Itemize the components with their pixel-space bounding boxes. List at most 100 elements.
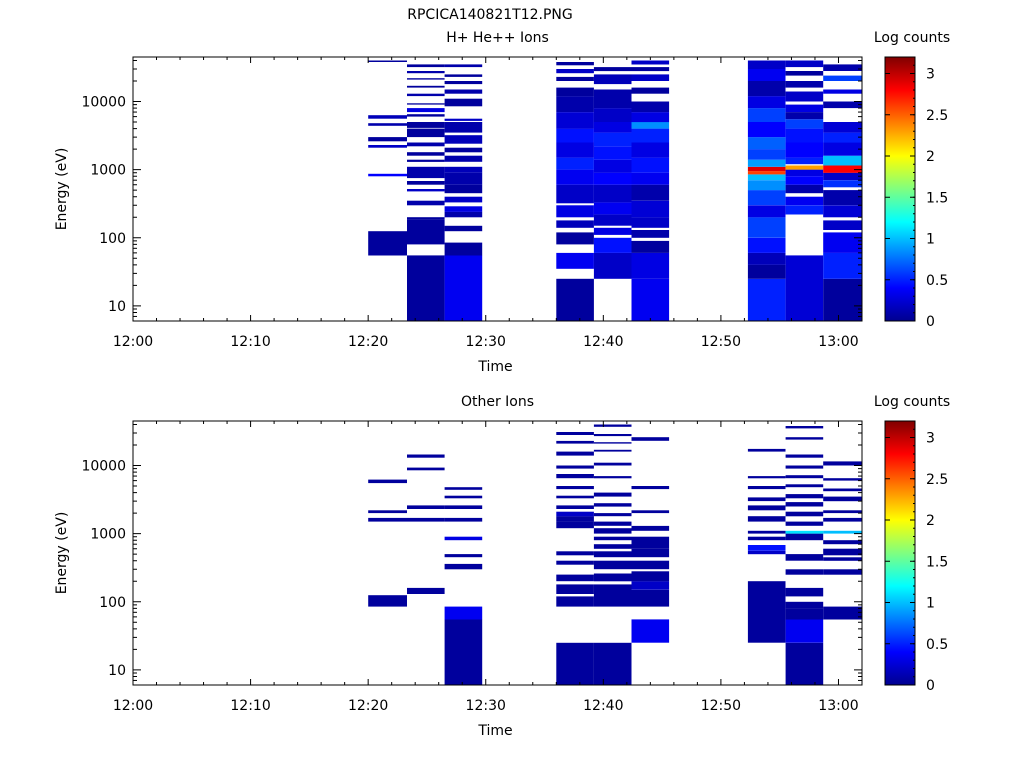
- heatmap-cell: [368, 510, 407, 514]
- heatmap-cell: [407, 587, 445, 594]
- heatmap-cell: [556, 205, 594, 218]
- heatmap-cell: [444, 135, 483, 144]
- heatmap-cell: [631, 157, 670, 173]
- heatmap-cell: [747, 149, 786, 160]
- y-tick-label: 10: [108, 663, 126, 679]
- heatmap-cell: [823, 205, 862, 218]
- heatmap-cell: [823, 461, 862, 466]
- heatmap-cell: [823, 540, 862, 545]
- heatmap-cell: [823, 142, 862, 156]
- colorbar-label: Log counts: [874, 30, 950, 46]
- heatmap-cell: [747, 137, 786, 150]
- heatmap-cell: [556, 432, 594, 435]
- heatmap-cell: [631, 548, 670, 558]
- y-tick-label: 100: [99, 231, 126, 247]
- heatmap-cell: [556, 96, 594, 112]
- heatmap-cell: [556, 252, 594, 269]
- heatmap-cell: [593, 237, 632, 253]
- colorbar-tick-label: 2: [926, 513, 935, 529]
- heatmap-cell: [556, 486, 594, 490]
- heatmap-cell: [631, 142, 670, 158]
- heatmap-cell: [631, 619, 670, 643]
- heatmap-cell: [368, 517, 407, 522]
- heatmap-cell: [556, 474, 594, 479]
- heatmap-cell: [593, 449, 632, 452]
- heatmap-cell: [593, 214, 632, 226]
- heatmap-cell: [747, 159, 786, 167]
- x-tick-label: 13:00: [818, 698, 858, 714]
- colorbar-tick-label: 0.5: [926, 637, 948, 653]
- heatmap-cell: [593, 503, 632, 507]
- heatmap-cell: [407, 71, 445, 74]
- heatmap-cell: [747, 108, 786, 122]
- heatmap-cell: [747, 166, 786, 172]
- colorbar-tick-label: 1.5: [926, 554, 948, 570]
- heatmap-cell: [593, 74, 632, 85]
- colorbar-tick-label: 2.5: [926, 472, 948, 488]
- heatmap-cell: [823, 606, 862, 620]
- heatmap-cell: [556, 642, 594, 685]
- heatmap-cell: [631, 184, 670, 201]
- colorbar-tick-label: 2.5: [926, 108, 948, 124]
- heatmap-cell: [823, 278, 862, 321]
- heatmap-cell: [593, 227, 632, 235]
- heatmap-cell: [747, 505, 786, 511]
- heatmap-cell: [444, 487, 483, 490]
- x-axis-label: Time: [477, 359, 512, 375]
- heatmap-cell: [785, 601, 824, 609]
- heatmap-cell: [785, 608, 824, 620]
- heatmap-cell: [631, 252, 670, 279]
- heatmap-cell: [747, 96, 786, 109]
- heatmap-cell: [407, 103, 445, 105]
- heatmap-cell: [785, 60, 824, 68]
- heatmap-cell: [785, 465, 824, 469]
- heatmap-cell: [747, 497, 786, 502]
- x-tick-label: 12:00: [113, 334, 153, 350]
- heatmap-cell: [785, 169, 824, 177]
- colorbar-tick-label: 0.5: [926, 273, 948, 289]
- heatmap-cell: [556, 574, 594, 582]
- heatmap-cell: [593, 67, 632, 72]
- heatmap-cell: [444, 505, 483, 509]
- heatmap-cell: [593, 424, 632, 427]
- heatmap-cell: [556, 495, 594, 499]
- heatmap-cell: [631, 217, 670, 228]
- x-tick-label: 12:50: [701, 698, 741, 714]
- colorbar-tick-label: 0: [926, 678, 935, 694]
- y-axis-label: Energy (eV): [54, 148, 70, 231]
- heatmap-cell: [444, 98, 483, 107]
- heatmap-cell: [785, 255, 824, 321]
- heatmap-cell: [593, 528, 632, 534]
- heatmap-cell: [823, 488, 862, 492]
- heatmap-cell: [785, 112, 824, 120]
- y-tick-label: 10000: [81, 459, 126, 475]
- heatmap-cell: [785, 619, 824, 643]
- x-tick-label: 12:30: [466, 698, 506, 714]
- heatmap-cell: [747, 278, 786, 321]
- heatmap-cell: [593, 89, 632, 109]
- heatmap-cell: [747, 536, 786, 541]
- heatmap-cell: [593, 159, 632, 173]
- heatmap-cell: [444, 495, 483, 499]
- x-tick-label: 12:40: [583, 334, 623, 350]
- heatmap-cell: [593, 521, 632, 526]
- heatmap-cell: [823, 101, 862, 109]
- heatmap-cell: [747, 60, 786, 69]
- plot-frame: [132, 56, 863, 322]
- heatmap-cell: [407, 64, 445, 68]
- heatmap-cell: [785, 426, 824, 429]
- heatmap-cell: [593, 573, 632, 582]
- colorbar-label: Log counts: [874, 394, 950, 410]
- heatmap-cell: [823, 530, 862, 534]
- heatmap-cell: [747, 69, 786, 81]
- heatmap-cell: [444, 89, 483, 94]
- panel-title: Other Ions: [461, 394, 534, 410]
- heatmap-cell: [407, 166, 445, 179]
- heatmap-cell: [631, 525, 670, 531]
- heatmap-cell: [407, 93, 445, 97]
- heatmap-cell: [823, 122, 862, 133]
- heatmap-cell: [593, 442, 632, 444]
- heatmap-cell: [823, 190, 862, 206]
- heatmap-cell: [823, 64, 862, 71]
- colorbar: [884, 420, 916, 686]
